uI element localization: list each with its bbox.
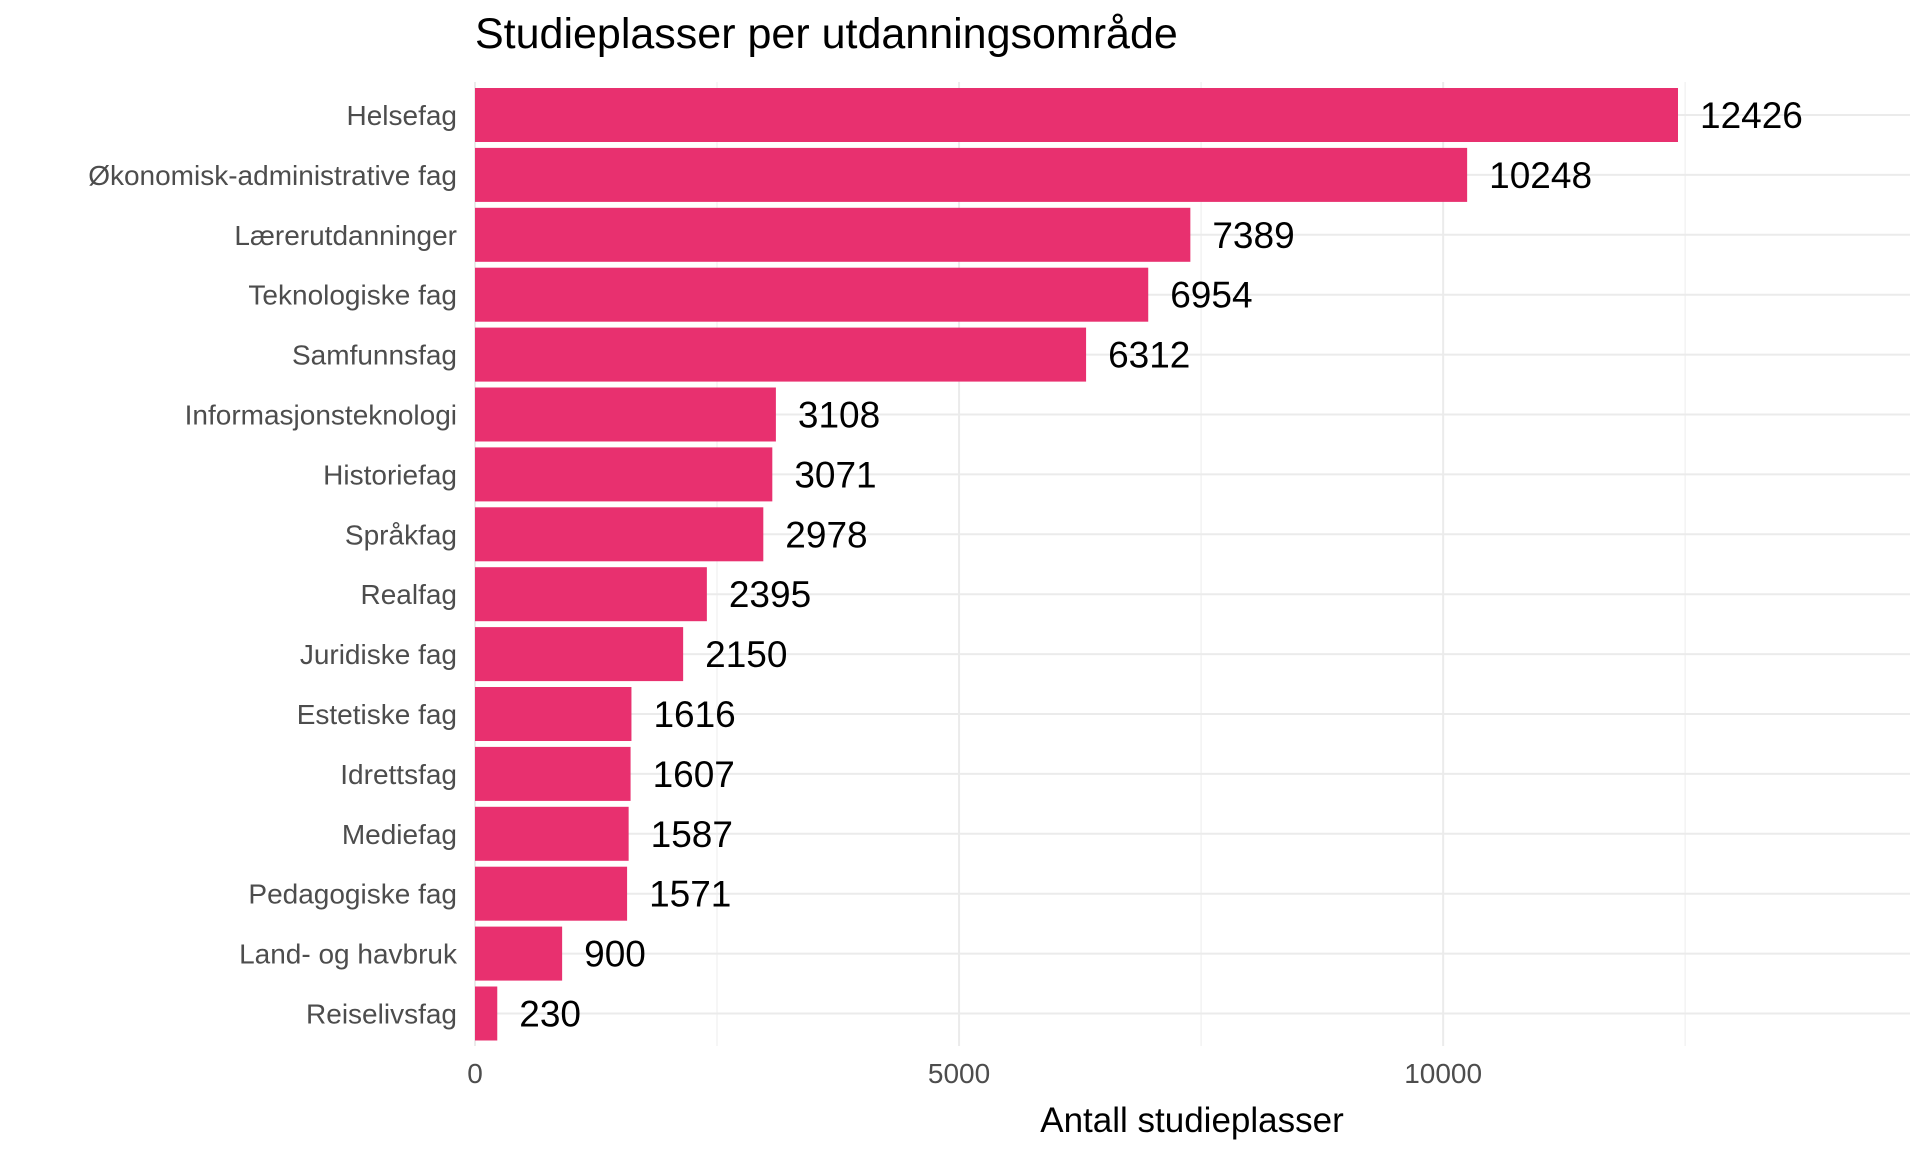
bar	[475, 88, 1678, 142]
y-tick-label: Teknologiske fag	[248, 280, 457, 311]
bar	[475, 507, 764, 562]
bar	[475, 387, 776, 442]
y-tick-label: Økonomisk-administrative fag	[88, 160, 457, 191]
x-axis-labels: 0 5000 10000	[467, 1058, 1482, 1089]
data-label: 1616	[653, 694, 735, 735]
data-label: 10248	[1489, 155, 1592, 196]
data-label: 2395	[729, 574, 811, 615]
data-label: 12426	[1700, 95, 1803, 136]
bar	[475, 207, 1191, 262]
x-tick-label: 10000	[1404, 1058, 1482, 1089]
bar	[475, 267, 1149, 322]
y-tick-label: Land- og havbruk	[239, 939, 458, 970]
bar	[475, 327, 1087, 382]
data-label: 6312	[1108, 335, 1190, 376]
y-tick-label: Idrettsfag	[340, 759, 457, 790]
y-axis-labels: Helsefag Økonomisk-administrative fag Lære…	[88, 100, 458, 1030]
bars	[475, 88, 1678, 1041]
bar	[475, 627, 684, 682]
chart-title: Studieplasser per utdanningsområde	[475, 10, 1178, 58]
data-label: 230	[519, 994, 581, 1035]
y-tick-label: Estetiske fag	[297, 699, 457, 730]
data-label: 3108	[798, 395, 880, 436]
data-label: 7389	[1212, 215, 1294, 256]
bar	[475, 687, 632, 741]
data-label: 900	[584, 934, 646, 975]
y-tick-label: Pedagogiske fag	[248, 879, 457, 910]
y-tick-label: Mediefag	[342, 819, 457, 850]
data-label: 2150	[705, 634, 787, 675]
y-tick-label: Reiselivsfag	[306, 999, 457, 1030]
data-label: 3071	[794, 454, 876, 495]
bar	[475, 147, 1468, 202]
y-tick-label: Språkfag	[345, 519, 457, 550]
data-label: 2978	[785, 514, 867, 555]
y-tick-label: Realfag	[360, 579, 457, 610]
y-tick-label: Samfunnsfag	[292, 340, 457, 371]
y-tick-label: Helsefag	[346, 100, 457, 131]
bar	[475, 806, 629, 861]
data-label: 1607	[653, 754, 735, 795]
y-tick-label: Lærerutdanninger	[234, 220, 457, 251]
bar	[475, 986, 498, 1041]
y-tick-label: Juridiske fag	[300, 639, 457, 670]
x-tick-label: 5000	[928, 1058, 990, 1089]
x-axis-title: Antall studieplasser	[1040, 1101, 1344, 1140]
data-label: 1571	[649, 874, 731, 915]
value-labels: 12426 10248 7389 6954 6312 3108 3071 2978 2395 21…	[519, 95, 1803, 1035]
data-label: 6954	[1170, 275, 1252, 316]
x-tick-label: 0	[467, 1058, 483, 1089]
bar	[475, 746, 631, 801]
bar	[475, 567, 707, 622]
bar	[475, 866, 628, 921]
data-label: 1587	[651, 814, 733, 855]
y-tick-label: Informasjonsteknologi	[185, 400, 457, 431]
y-tick-label: Historiefag	[323, 459, 457, 490]
bar	[475, 447, 773, 502]
bar	[475, 926, 563, 981]
